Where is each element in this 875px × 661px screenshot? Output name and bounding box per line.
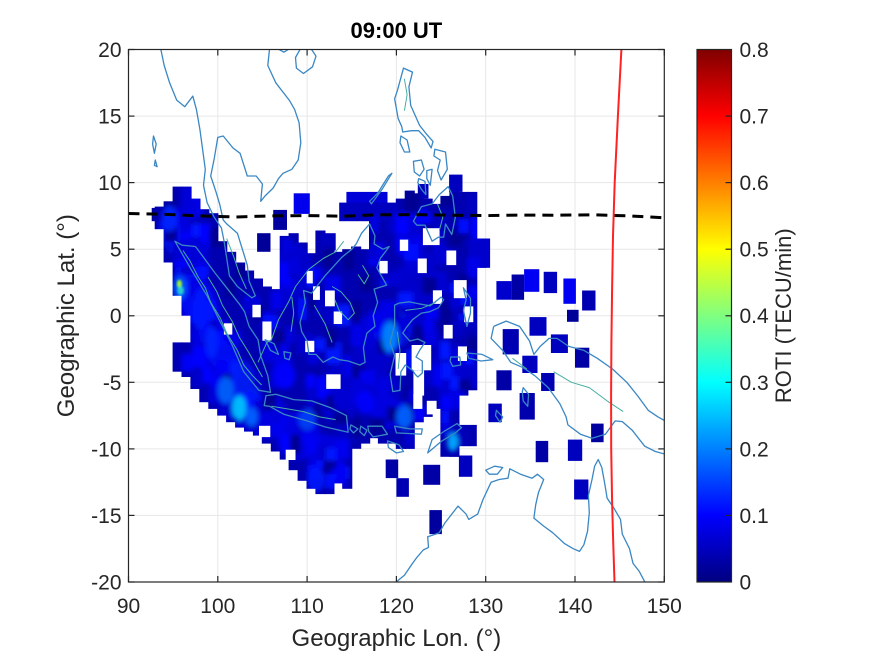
svg-text:-5: -5 xyxy=(103,372,122,395)
svg-text:0.4: 0.4 xyxy=(740,305,770,328)
svg-text:5: 5 xyxy=(110,239,122,262)
svg-text:140: 140 xyxy=(557,595,592,618)
svg-text:110: 110 xyxy=(290,595,323,618)
svg-text:ROTI (TECU/min): ROTI (TECU/min) xyxy=(771,228,796,403)
svg-text:15: 15 xyxy=(98,106,121,129)
svg-text:90: 90 xyxy=(117,595,140,618)
svg-text:0.1: 0.1 xyxy=(740,505,769,528)
svg-text:10: 10 xyxy=(98,172,121,195)
svg-text:100: 100 xyxy=(200,595,235,618)
svg-text:09:00 UT: 09:00 UT xyxy=(351,18,443,43)
svg-text:0: 0 xyxy=(740,572,752,595)
svg-text:0.2: 0.2 xyxy=(740,438,769,461)
svg-text:0.6: 0.6 xyxy=(740,172,769,195)
svg-text:150: 150 xyxy=(647,595,682,618)
svg-text:0.8: 0.8 xyxy=(740,39,769,62)
svg-text:Geographic Lat. (°): Geographic Lat. (°) xyxy=(53,214,80,417)
svg-text:-20: -20 xyxy=(91,572,121,595)
svg-text:0.5: 0.5 xyxy=(740,239,769,262)
svg-text:-10: -10 xyxy=(91,438,121,461)
svg-text:-15: -15 xyxy=(91,505,121,528)
svg-text:120: 120 xyxy=(379,595,414,618)
svg-text:130: 130 xyxy=(468,595,503,618)
svg-text:Geographic Lon. (°): Geographic Lon. (°) xyxy=(292,625,502,652)
svg-text:0.7: 0.7 xyxy=(740,106,769,129)
svg-text:0: 0 xyxy=(110,305,122,328)
svg-text:20: 20 xyxy=(98,39,121,62)
svg-text:0.3: 0.3 xyxy=(740,372,769,395)
